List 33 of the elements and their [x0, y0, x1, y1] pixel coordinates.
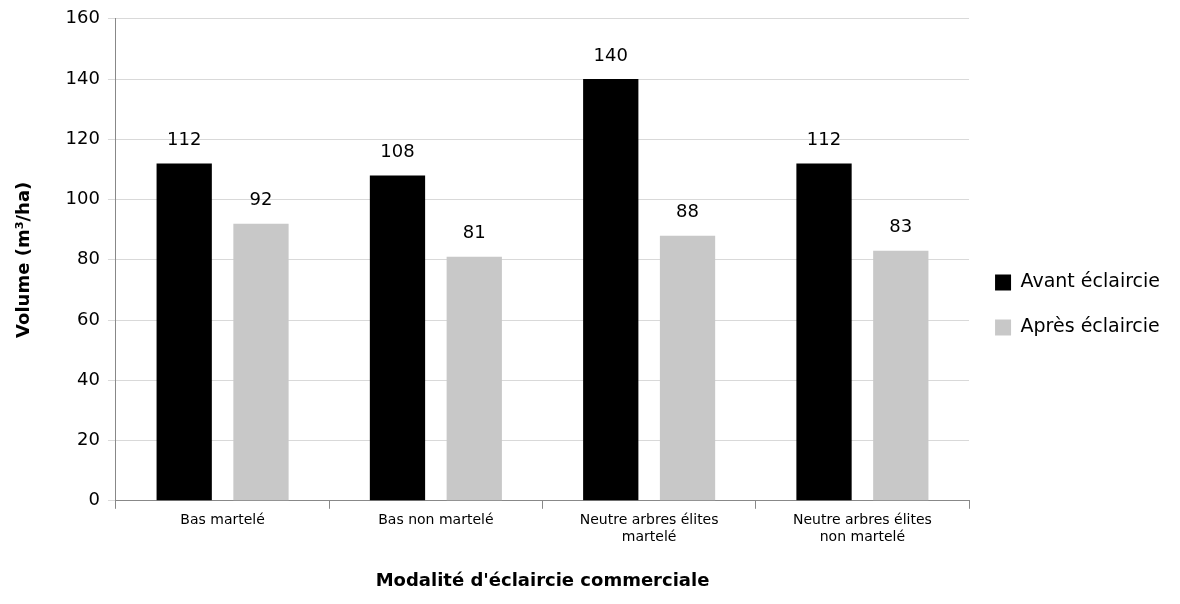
- bar: [446, 256, 502, 501]
- y-axis-title: Volume (m³/ha): [12, 181, 34, 338]
- data-label: 88: [676, 200, 699, 222]
- data-label: 108: [380, 140, 415, 162]
- x-tick-label: Neutre arbres élites non martelé: [793, 510, 932, 544]
- bar: [233, 223, 289, 501]
- bar: [796, 163, 852, 501]
- data-label: 92: [249, 188, 273, 210]
- y-tick-label: 140: [65, 66, 100, 88]
- legend-label: Avant éclaircie: [1020, 269, 1161, 292]
- data-label: 112: [806, 128, 842, 150]
- bar: [369, 175, 426, 501]
- bar: [873, 250, 929, 501]
- y-tick-label: 80: [77, 247, 100, 269]
- y-tick-label: 160: [65, 6, 100, 28]
- y-tick-label: 40: [77, 367, 100, 389]
- y-tick-label: 100: [65, 187, 100, 209]
- x-tick-label: Bas non martelé: [378, 510, 494, 527]
- data-label: 140: [593, 43, 628, 65]
- bar: [659, 235, 716, 501]
- y-tick-label: 120: [65, 126, 100, 148]
- bar: [583, 79, 639, 501]
- bar: [156, 163, 212, 501]
- y-tick-label: 0: [88, 488, 100, 510]
- legend-label: Après éclaircie: [1020, 314, 1160, 337]
- data-label: 81: [462, 221, 486, 243]
- x-tick-label: Neutre arbres élites martelé: [579, 510, 719, 544]
- x-axis-title: Modalité d'éclaircie commerciale: [375, 568, 710, 590]
- data-label: 83: [889, 215, 913, 237]
- y-tick-label: 60: [77, 307, 100, 329]
- x-tick-label: Bas martelé: [180, 510, 265, 527]
- data-label: 112: [167, 128, 202, 150]
- y-tick-label: 20: [77, 428, 100, 450]
